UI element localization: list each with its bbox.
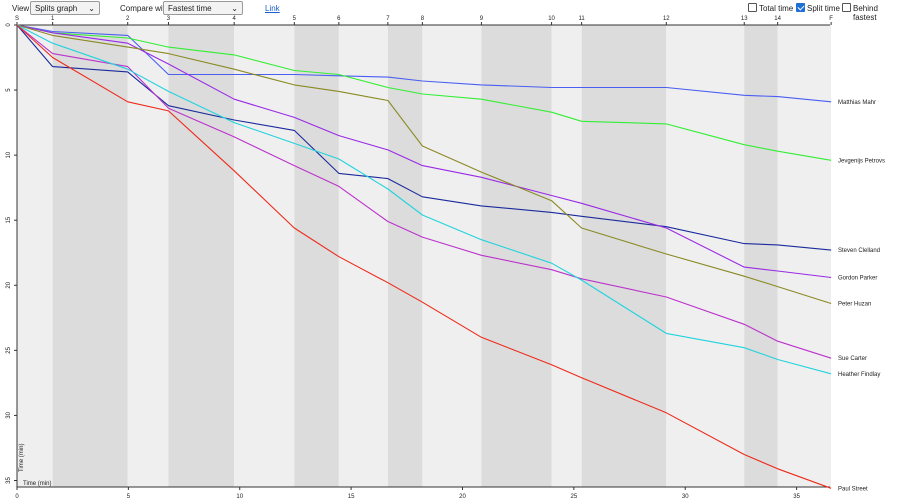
control-label: 7 (386, 16, 390, 22)
leg-band (387, 25, 423, 487)
control-label: 14 (774, 16, 781, 22)
total-time-checkbox[interactable] (748, 3, 757, 12)
leg-band (234, 25, 295, 487)
behind-fastest-label: Behind fastest (853, 4, 878, 22)
control-label: 13 (741, 16, 748, 22)
control-label: 2 (126, 16, 130, 22)
x-tick-label: 15 (348, 494, 355, 500)
behind-fastest-checkbox[interactable] (842, 3, 851, 12)
control-label: 8 (421, 16, 425, 22)
compare-select[interactable]: Fastest time ⌄ (163, 1, 243, 15)
view-select-value: Splits graph (35, 4, 78, 13)
leg-band (338, 25, 388, 487)
x-tick-label: 35 (793, 494, 800, 500)
y-tick-label: 10 (6, 151, 12, 158)
series-line (16, 24, 832, 251)
leg-band (666, 25, 745, 487)
y-tick-label: 15 (6, 216, 12, 223)
series-line (16, 24, 832, 279)
control-label: 3 (167, 16, 171, 22)
leg-band (581, 25, 667, 487)
control-label: 4 (232, 16, 236, 22)
series-label: Matthias Mahr (838, 100, 876, 106)
control-label: 11 (579, 16, 586, 22)
control-label: S (15, 16, 19, 22)
control-label: 1 (51, 16, 55, 22)
series-label: Sue Carter (838, 356, 867, 362)
series-label: Steven Clelland (838, 248, 880, 254)
series-line (16, 24, 832, 161)
x-tick-label: 20 (459, 494, 466, 500)
x-tick-label: 25 (571, 494, 578, 500)
leg-band (481, 25, 552, 487)
leg-band (127, 25, 169, 487)
compare-label: Compare with (120, 4, 170, 13)
link-button[interactable]: Link (265, 4, 280, 13)
total-time-label: Total time (759, 4, 794, 13)
leg-band (294, 25, 339, 487)
leg-band (168, 25, 235, 487)
series-line (16, 24, 832, 103)
y-tick-label: 35 (6, 476, 12, 483)
control-label: 9 (480, 16, 484, 22)
leg-band (777, 25, 832, 487)
series-label: Jevgenijs Petrovs (838, 158, 885, 164)
view-label: View: (12, 4, 32, 13)
leg-band (52, 25, 128, 487)
x-axis-label: Time (min) (23, 481, 51, 487)
chevron-down-icon: ⌄ (88, 4, 95, 13)
series-label: Paul Street (838, 486, 868, 492)
y-tick-label: 0 (6, 23, 12, 27)
series-line (16, 24, 832, 489)
leg-band (17, 25, 53, 487)
compare-select-value: Fastest time (168, 4, 212, 13)
leg-band (551, 25, 582, 487)
control-label: 12 (663, 16, 670, 22)
x-tick-label: 10 (236, 494, 243, 500)
y-tick-label: 25 (6, 346, 12, 353)
control-label: 5 (293, 16, 297, 22)
leg-band (744, 25, 778, 487)
control-label: 10 (548, 16, 555, 22)
series-line (16, 24, 832, 375)
split-time-checkbox[interactable] (796, 3, 805, 12)
control-label: 6 (337, 16, 341, 22)
series-label: Gordon Parker (838, 275, 877, 281)
series-label: Heather Findlay (838, 372, 880, 378)
series-label: Peter Huzan (838, 302, 871, 308)
x-tick-label: 5 (127, 494, 131, 500)
series-line (16, 24, 832, 359)
y-tick-label: 5 (6, 88, 12, 92)
chevron-down-icon: ⌄ (231, 4, 238, 13)
toolbar: View: Splits graph ⌄ Compare with Fastes… (0, 0, 900, 22)
split-time-label: Split time (807, 4, 840, 13)
y-tick-label: 20 (6, 281, 12, 288)
series-line (16, 24, 832, 305)
view-select[interactable]: Splits graph ⌄ (30, 1, 100, 15)
x-tick-label: 0 (15, 494, 19, 500)
y-tick-label: 30 (6, 411, 12, 418)
leg-band (422, 25, 482, 487)
control-label: F (829, 16, 833, 22)
y-axis-label: Time (min) (19, 444, 25, 472)
x-tick-label: 30 (682, 494, 689, 500)
